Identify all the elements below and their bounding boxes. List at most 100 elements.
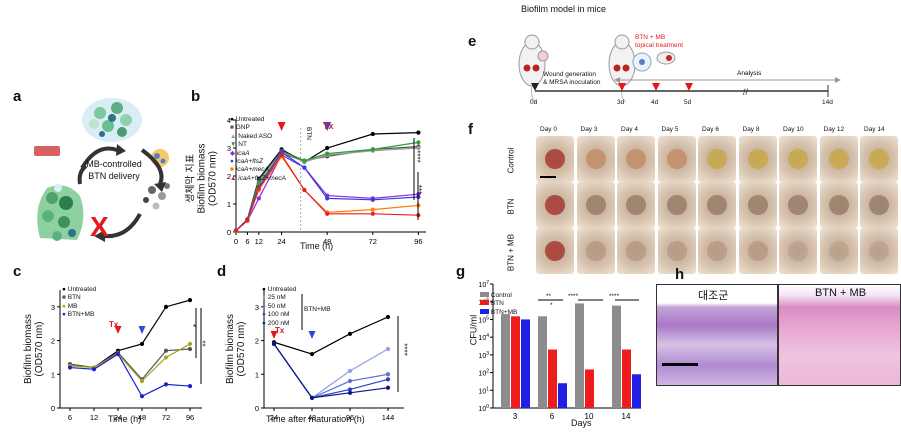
treatment-arrow-red — [277, 122, 286, 131]
chart-g-sig-3: **** — [568, 293, 579, 300]
chart-c-xlabel: Time (h) — [108, 414, 142, 424]
wound-area — [626, 241, 646, 261]
chart-d-tx: Tx — [275, 326, 285, 335]
data-point — [187, 383, 193, 389]
wound-area — [869, 195, 889, 215]
x-tick-label: 10 — [585, 412, 594, 421]
treatment-arrow-red — [270, 331, 278, 339]
data-point — [325, 151, 330, 156]
chart-d-ylabel-wrap: Biofilm biomass (OD570 nm) — [224, 290, 248, 402]
y-tick-label: 2 — [227, 172, 231, 181]
chart-g-ylabel: CFU/ml — [468, 314, 479, 346]
mouse-icon-2 — [608, 34, 636, 103]
day-column-label: Day 12 — [823, 126, 845, 133]
data-point — [187, 298, 193, 303]
x-tick-label: 72 — [162, 413, 170, 422]
wound-area — [707, 241, 727, 261]
x-tick-label: 12 — [90, 413, 98, 422]
wound-photo — [536, 228, 574, 274]
btn-stick-icon — [34, 146, 60, 156]
chart-c-sig-2: ** — [197, 340, 207, 347]
bar — [511, 316, 520, 408]
wound-photo — [779, 136, 817, 182]
legend-item: GNP — [235, 124, 250, 132]
wound-text-1: Wound generation — [543, 71, 597, 78]
data-point — [139, 341, 145, 347]
day-column-label: Day 8 — [742, 126, 760, 133]
mouse-icon-1 — [518, 34, 549, 103]
wound-area — [666, 149, 687, 169]
legend-item: BTN+MB — [67, 311, 95, 319]
x-mark-icon: X — [90, 211, 109, 242]
day-column-label: Day 4 — [621, 126, 638, 133]
day-column-label: Day 5 — [661, 126, 679, 133]
legend-item: icaA+mecA — [235, 166, 269, 174]
y-tick-exponent: 2 — [486, 369, 489, 375]
series-line — [69, 343, 191, 382]
wound-area — [626, 195, 646, 215]
wound-photo — [779, 182, 817, 228]
day-5d: 5d — [684, 99, 692, 106]
data-point — [187, 341, 193, 347]
y-tick-label: 3 — [51, 303, 55, 312]
panel-e-timeline: Analysis // — [518, 34, 841, 103]
chart-g: 100101102103104105106107361014 — [478, 280, 641, 421]
svg-text://: // — [743, 87, 749, 97]
wound-area — [747, 241, 768, 261]
chart-c-ylabel: Biofilm biomass — [23, 313, 34, 385]
data-point — [163, 304, 169, 309]
x-tick-label: 48 — [138, 413, 146, 422]
data-point — [233, 228, 239, 233]
day-column-label: Day 10 — [783, 126, 804, 133]
wound-photo — [860, 228, 898, 274]
chart-b-sig-2: *** — [414, 184, 424, 195]
legend-item: icaA+ftsZ+mecA — [238, 174, 286, 182]
panel-label-a: a — [13, 88, 22, 105]
wound-photo — [698, 182, 736, 228]
wound-area — [545, 195, 565, 215]
data-point — [416, 130, 421, 135]
chart-c-sig-1: * — [193, 323, 197, 332]
chart-d-legend: ● Untreated ● 25 nM ● 50 nM ● 100 nM ● 2… — [262, 286, 297, 327]
chart-d-sig-1: **** — [399, 343, 409, 356]
x-tick-label: 14 — [622, 412, 631, 421]
chart-d-ylabel: Biofilm biomass — [225, 313, 236, 385]
data-point — [309, 351, 315, 357]
chart-c-tx: Tx — [109, 320, 119, 329]
x-tick-label: 6 — [68, 413, 72, 422]
wound-area — [585, 241, 606, 261]
wound-photo — [860, 182, 898, 228]
x-tick-label: 3 — [513, 412, 518, 421]
wound-area — [707, 195, 727, 215]
panel-label-f: f — [468, 121, 473, 138]
data-point — [245, 218, 250, 223]
x-tick-label: 6 — [550, 412, 555, 421]
data-point — [370, 197, 375, 202]
data-point — [163, 348, 169, 353]
chart-c-ylabel-wrap: Biofilm biomass (OD570 nm) — [22, 290, 46, 402]
data-point — [370, 211, 375, 216]
y-tick-label: 0 — [227, 228, 231, 237]
x-tick-label: 0 — [234, 237, 238, 246]
data-point — [370, 207, 375, 212]
treatment-arrow-blue — [323, 122, 332, 131]
y-tick-label: 102 — [478, 369, 489, 378]
wound-area — [788, 241, 808, 261]
wound-area — [747, 149, 768, 169]
arrow-4d — [652, 83, 660, 91]
wound-area — [747, 195, 768, 215]
x-tick-label: 96 — [414, 237, 422, 246]
chart-b-ylabel-wrap: 생체막 지표 Biofilm biomass (OD570 nm) — [186, 117, 219, 229]
y-tick-label: 2 — [255, 337, 259, 346]
x-tick-label: 144 — [382, 413, 395, 422]
cycle-arrow-2 — [140, 148, 164, 185]
legend-item: BTN — [490, 300, 504, 308]
data-point — [91, 367, 97, 372]
data-point — [302, 158, 307, 163]
panel-e-treatment: BTN + MB topical treatment — [635, 34, 683, 50]
x-tick-label: 6 — [245, 237, 249, 246]
bar — [501, 314, 510, 408]
bar — [558, 383, 567, 408]
x-tick-label: 96 — [346, 413, 354, 422]
data-point — [385, 346, 391, 352]
